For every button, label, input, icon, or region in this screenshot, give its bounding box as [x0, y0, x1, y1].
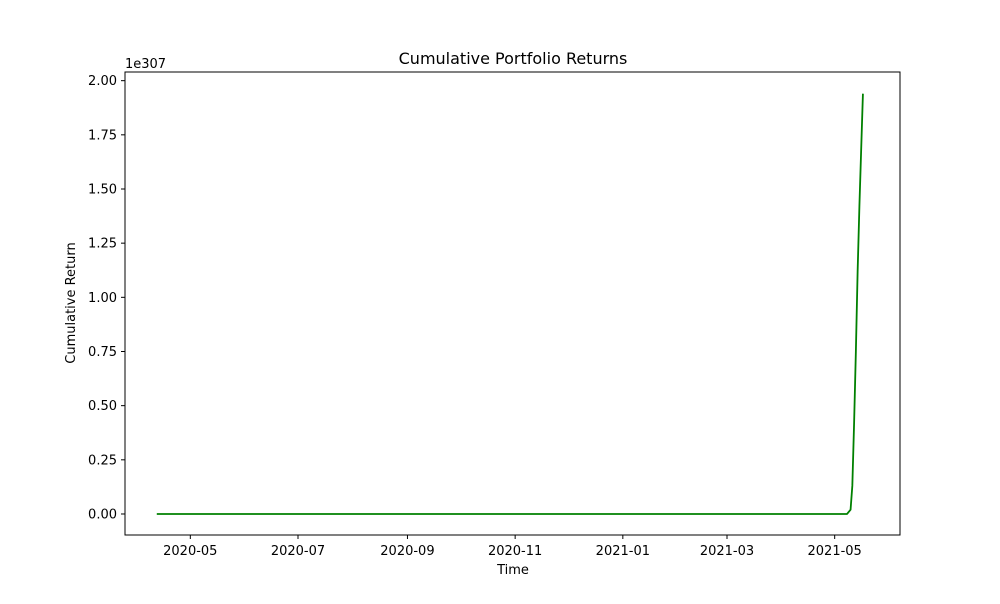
y-tick-label: 0.25 — [88, 453, 117, 468]
y-tick-label: 1.00 — [88, 291, 117, 306]
y-tick-label: 0.00 — [88, 507, 117, 522]
x-tick-label: 2020-11 — [488, 544, 542, 559]
x-tick-label: 2020-07 — [271, 544, 325, 559]
y-tick-label: 1.50 — [88, 182, 117, 197]
y-tick-label: 2.00 — [88, 74, 117, 89]
x-axis-label: Time — [496, 563, 529, 578]
x-tick-label: 2021-01 — [596, 544, 650, 559]
y-tick-label: 1.25 — [88, 237, 117, 252]
x-axis-ticks: 2020-05 2020-07 2020-09 2020-11 2021-01 2021-… — [163, 535, 862, 559]
y-axis-label: Cumulative Return — [64, 242, 79, 363]
plot-area — [156, 93, 864, 515]
y-tick-label: 1.75 — [88, 128, 117, 143]
chart-title: Cumulative Portfolio Returns — [399, 49, 628, 68]
axes-frame — [124, 71, 901, 536]
x-tick-label: 2020-09 — [380, 544, 434, 559]
y-axis-offset-label: 1e307 — [125, 57, 166, 72]
x-tick-label: 2021-03 — [700, 544, 754, 559]
series-line-0 — [156, 93, 864, 515]
y-tick-label: 0.75 — [88, 345, 117, 360]
y-tick-label: 0.50 — [88, 399, 117, 414]
x-tick-label: 2020-05 — [163, 544, 217, 559]
y-axis-ticks: 0.00 0.25 0.50 0.75 1.00 1.25 1.50 1.75 2.00 — [88, 74, 125, 522]
x-tick-label: 2021-05 — [808, 544, 862, 559]
